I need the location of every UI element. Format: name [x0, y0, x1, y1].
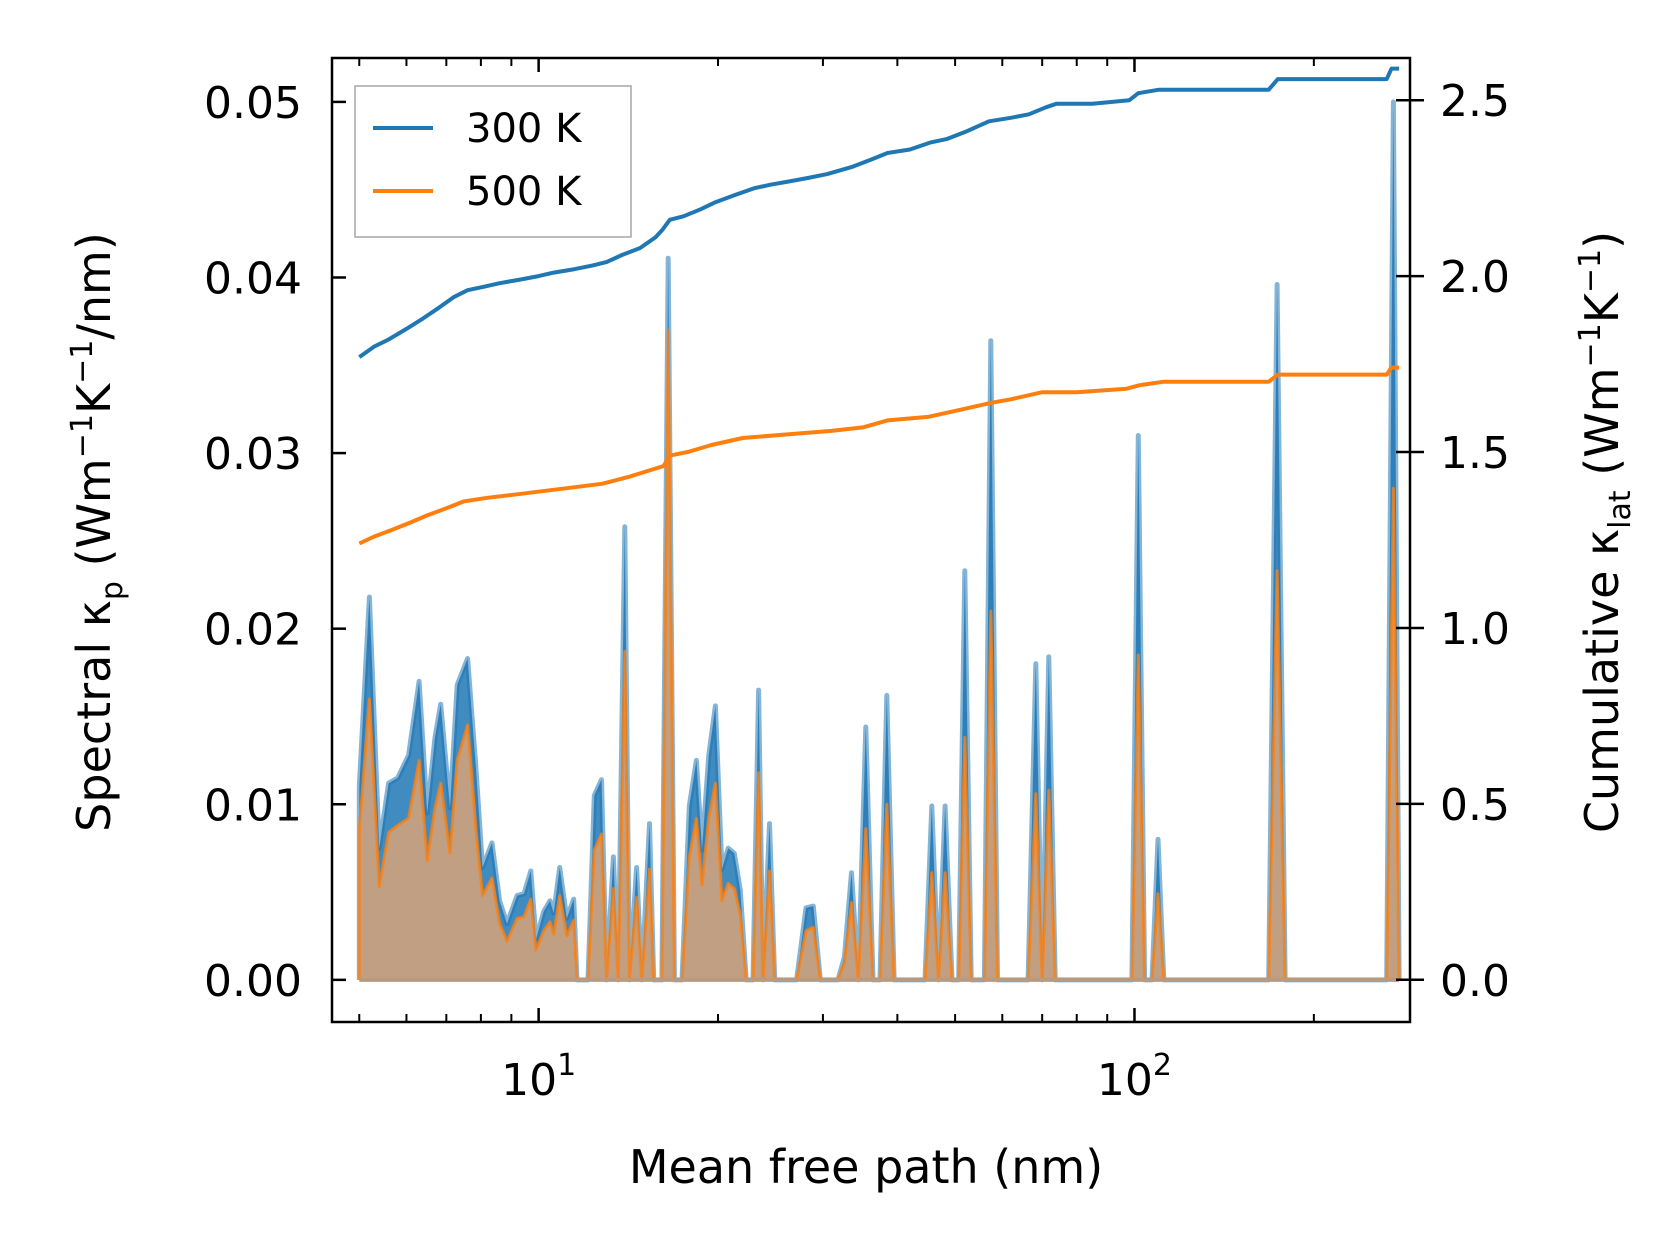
x-tick-label-exp: 2 [1153, 1048, 1172, 1083]
y2-tick-label: 0.5 [1440, 780, 1510, 831]
y2-label-sup1: −1 [1573, 323, 1608, 367]
y2-label-sub: lat [1603, 490, 1638, 529]
y-tick-label: 0.03 [204, 429, 302, 480]
x-tick-label: 101 [501, 1048, 576, 1106]
y-tick-label: 0.04 [204, 253, 302, 304]
spectral-fill-layer [356, 99, 1402, 983]
tick-layer [332, 58, 1424, 1022]
y2-label-unit-open: (Wm [1575, 367, 1629, 490]
x-tick-label: 102 [1097, 1048, 1172, 1106]
legend-label-500k: 500 K [466, 169, 583, 215]
legend: 300 K 500 K [354, 85, 632, 238]
y2-label-prefix: Cumulative κ [1575, 529, 1629, 833]
y2-tick-label: 1.0 [1440, 604, 1510, 655]
label-layer: 0.00 0.01 0.02 0.03 0.04 0.05 0.0 0.5 1.0 1.5 2.0 2… [204, 76, 1510, 1106]
y2-label-unit-mid: K [1575, 291, 1629, 323]
y-tick-label: 0.05 [204, 78, 302, 129]
spectral-area-500k [359, 330, 1400, 980]
legend-box [354, 85, 632, 238]
y-axis-label: Spectral κp (Wm−1K−1/nm) [65, 232, 130, 832]
y2-tick-label: 2.0 [1440, 252, 1510, 303]
x-tick-label-exp: 1 [557, 1048, 576, 1083]
y-tick-label: 0.00 [204, 956, 302, 1007]
y-label-sup1: −1 [65, 414, 100, 458]
legend-label-300k: 300 K [466, 106, 583, 152]
y-tick-label: 0.01 [204, 780, 302, 831]
y-label-unit-open: (Wm [67, 458, 121, 581]
y2-tick-label: 0.0 [1440, 956, 1510, 1007]
y-label-unit-mid: K [67, 382, 121, 414]
y-tick-label: 0.02 [204, 605, 302, 656]
x-axis-label: Mean free path (nm) [629, 1140, 1103, 1194]
y-label-sub: p [95, 581, 130, 600]
y-label-sup2: −1 [65, 340, 100, 384]
cumulative-line-500k [358, 365, 1400, 546]
y2-label-unit-close: ) [1575, 231, 1629, 249]
cumulative-line-300k [358, 66, 1400, 359]
series-line-layer [358, 66, 1400, 546]
x-tick-label-base: 10 [501, 1055, 557, 1106]
y2-tick-label: 2.5 [1440, 76, 1510, 127]
x-tick-label-base: 10 [1097, 1055, 1153, 1106]
y-label-prefix: Spectral κ [67, 600, 121, 832]
y2-tick-label: 1.5 [1440, 428, 1510, 479]
plot-frame [330, 56, 1412, 1024]
y2-label-sup2: −1 [1573, 249, 1608, 293]
y-label-unit-close: /nm) [67, 232, 121, 339]
y2-axis-label: Cumulative κlat (Wm−1K−1) [1573, 231, 1638, 833]
